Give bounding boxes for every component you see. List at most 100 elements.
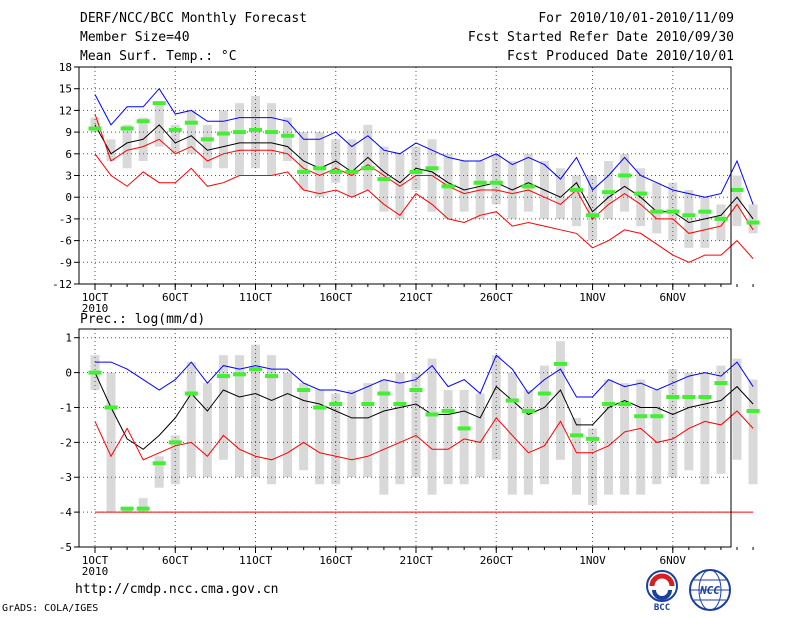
prec-ytick-label-2: -3 xyxy=(59,471,72,484)
temp-plot-frame xyxy=(78,66,732,285)
prec-analysis-mark-40 xyxy=(714,381,728,386)
temp-analysis-mark-35 xyxy=(634,191,648,196)
prec-box-27 xyxy=(507,372,517,495)
website-url[interactable]: http://cmdp.ncc.cma.gov.cn xyxy=(75,582,279,597)
prec-box-34 xyxy=(620,383,630,495)
prec-analysis-mark-1 xyxy=(88,370,102,375)
prec-analysis-mark-19 xyxy=(377,391,391,396)
precip-title: Prec.: log(mm/d) xyxy=(80,312,205,327)
temp-analysis-mark-34 xyxy=(618,173,632,178)
temp-analysis-mark-38 xyxy=(682,213,696,218)
prec-analysis-mark-30 xyxy=(553,361,567,366)
temp-analysis-mark-21 xyxy=(409,169,423,174)
member-size: Member Size=40 xyxy=(80,30,190,45)
bcc-logo-text: BCC xyxy=(654,603,670,612)
temp-line-lower xyxy=(94,153,754,263)
prec-analysis-mark-4 xyxy=(136,506,150,511)
temp-analysis-mark-23 xyxy=(441,184,455,189)
prec-analysis-mark-28 xyxy=(521,408,535,413)
temp-analysis-mark-10 xyxy=(232,130,246,135)
temp-box-9 xyxy=(218,110,228,169)
prec-analysis-mark-7 xyxy=(184,391,198,396)
prec-box-36 xyxy=(652,390,662,485)
prec-box-13 xyxy=(283,372,293,478)
temp-analysis-mark-17 xyxy=(345,169,359,174)
temp-analysis-mark-37 xyxy=(666,209,680,214)
temp-xtick-label-2: 11OCT xyxy=(239,291,272,304)
prec-xtick-label-1: 6OCT xyxy=(162,554,189,567)
prec-box-5 xyxy=(154,456,164,488)
prec-analysis-mark-16 xyxy=(329,401,343,406)
prec-analysis-mark-3 xyxy=(120,506,134,511)
prec-analysis-mark-38 xyxy=(682,395,696,400)
prec-ytick-label-3: -2 xyxy=(59,436,72,449)
prec-box-39 xyxy=(700,372,710,485)
temp-analysis-mark-5 xyxy=(152,101,166,106)
temp-analysis-mark-36 xyxy=(650,209,664,214)
prec-box-19 xyxy=(379,379,389,495)
prec-box-30 xyxy=(555,341,565,460)
prec-analysis-mark-23 xyxy=(441,408,455,413)
temp-analysis-mark-15 xyxy=(313,166,327,171)
temp-analysis-mark-19 xyxy=(377,177,391,182)
ncc-logo: NCC xyxy=(688,568,732,612)
prec-xtick-label-3: 16OCT xyxy=(319,554,352,567)
temp-line-upper xyxy=(94,87,754,205)
temp-ytick-label-8: 12 xyxy=(59,104,72,117)
prec-xtick-label-2: 11OCT xyxy=(239,554,272,567)
prec-box-29 xyxy=(539,365,549,485)
temp-analysis-mark-7 xyxy=(184,120,198,125)
temp-analysis-mark-11 xyxy=(249,127,262,132)
temp-ytick-label-9: 15 xyxy=(59,83,72,96)
prec-box-26 xyxy=(491,355,501,460)
variable-label: Mean Surf. Temp.: °C xyxy=(80,49,237,64)
temp-box-31 xyxy=(572,175,581,227)
temp-ytick-label-5: 3 xyxy=(65,170,72,183)
temp-analysis-mark-12 xyxy=(265,130,279,135)
temp-box-12 xyxy=(267,103,277,176)
temp-box-10 xyxy=(234,103,244,176)
fcst-produced: Fcst Produced Date 2010/10/01 xyxy=(507,49,734,64)
prec-line-upper xyxy=(95,354,754,398)
temp-line-red xyxy=(94,113,754,234)
temp-ytick-label-4: 0 xyxy=(65,191,72,204)
temp-analysis-mark-26 xyxy=(489,180,503,185)
prec-ytick-label-1: -4 xyxy=(59,506,73,519)
temp-year-label: 2010 xyxy=(82,302,109,315)
prec-line-lower xyxy=(94,410,754,461)
temp-xtick-label-5: 26OCT xyxy=(480,291,513,304)
temp-box-36 xyxy=(652,182,662,234)
temp-analysis-mark-40 xyxy=(714,216,728,221)
prec-analysis-mark-32 xyxy=(586,436,600,441)
prec-xtick-label-5: 26OCT xyxy=(480,554,513,567)
prec-line-mean xyxy=(94,372,754,450)
prec-analysis-mark-39 xyxy=(698,395,712,400)
temp-analysis-mark-9 xyxy=(216,131,230,136)
prec-box-12 xyxy=(267,355,277,485)
temp-analysis-mark-4 xyxy=(136,119,150,124)
temp-box-38 xyxy=(684,189,694,248)
grads-credit: GrADS: COLA/IGES xyxy=(2,603,99,614)
temp-ytick-label-0: -12 xyxy=(52,278,72,291)
prec-box-35 xyxy=(636,379,646,495)
fcst-started: Fcst Started Refer Date 2010/09/30 xyxy=(467,30,734,45)
prec-xtick-label-7: 6NOV xyxy=(660,554,687,567)
temp-box-41 xyxy=(732,175,742,227)
temp-box-3 xyxy=(122,124,132,169)
prec-analysis-mark-11 xyxy=(249,367,262,372)
temp-analysis-mark-22 xyxy=(425,166,439,171)
prec-analysis-mark-18 xyxy=(361,401,375,406)
prec-box-17 xyxy=(347,390,357,478)
prec-box-4 xyxy=(138,498,148,513)
prec-analysis-mark-42 xyxy=(746,408,760,413)
temp-box-32 xyxy=(588,175,598,241)
prec-analysis-mark-29 xyxy=(537,391,551,396)
temp-analysis-mark-3 xyxy=(120,126,134,131)
temp-line-mean xyxy=(94,124,754,224)
prec-analysis-mark-10 xyxy=(232,372,246,377)
prec-box-41 xyxy=(732,358,742,460)
prec-analysis-mark-9 xyxy=(216,374,230,379)
prec-box-42 xyxy=(748,379,758,485)
prec-box-28 xyxy=(523,390,533,495)
